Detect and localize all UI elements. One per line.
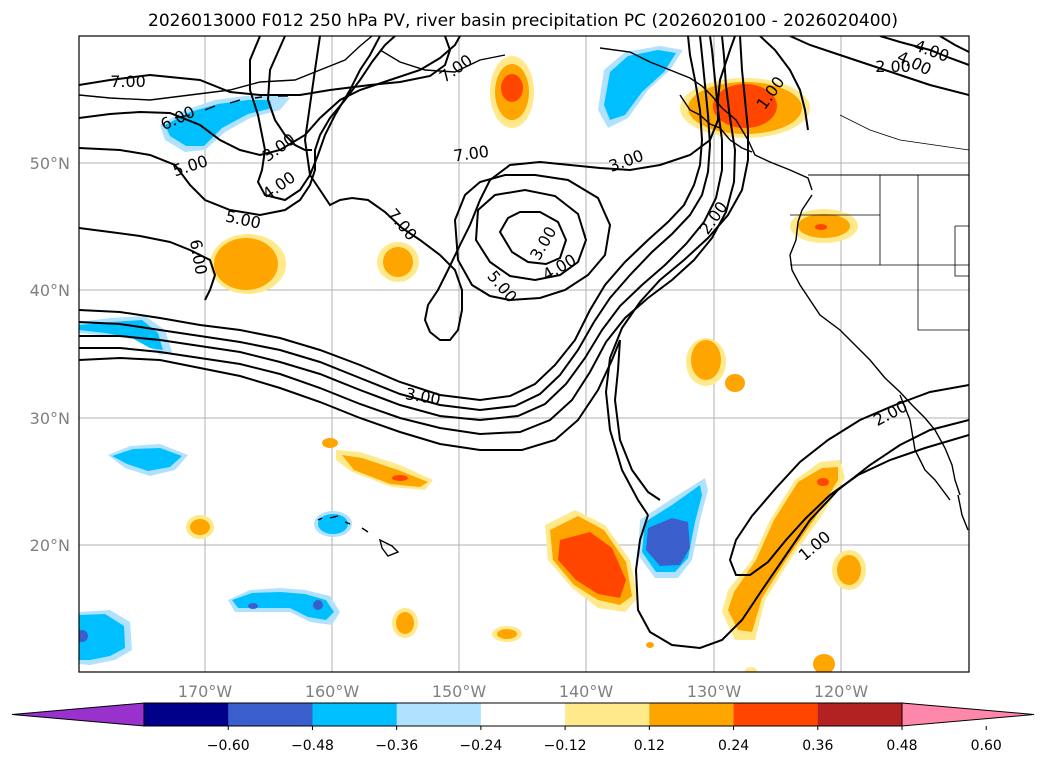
colorbar-tick-label: −0.24 — [459, 738, 502, 754]
lat-label-30n: 30°N — [30, 409, 70, 428]
contour-6-west — [79, 227, 217, 301]
precip-negative-aleutian — [160, 95, 290, 152]
contour-5-inner — [453, 174, 612, 302]
colorbar-segment — [649, 703, 735, 726]
map-panel: 7.00 6.00 5.00 3.00 4.00 6.00 7.00 7.00 … — [78, 35, 970, 673]
colorbar-segment — [565, 703, 650, 726]
lon-label-170w: 170°W — [178, 682, 233, 701]
contour-1-south — [728, 384, 969, 576]
precip-positive-oregon — [790, 209, 858, 243]
lat-labels: 50°N 40°N 30°N 20°N — [30, 154, 70, 555]
precip-negative-subtropical — [638, 478, 708, 578]
contour-5-north — [79, 36, 396, 217]
colorbar-ticks: −0.60 −0.48 −0.36 −0.24 −0.12 0.12 0.24 0.36 0.4… — [207, 726, 1002, 754]
contour-band-4 — [79, 36, 737, 436]
contour-2-south — [634, 419, 969, 650]
colorbar-tick-label: −0.48 — [291, 738, 334, 754]
colorbar-segment — [480, 703, 566, 726]
precip-negative-hawaii — [314, 511, 352, 537]
colorbar-tick-label: −0.60 — [207, 738, 250, 754]
colorbar-segment — [144, 703, 229, 726]
precip-positive-hawaii-n — [322, 438, 433, 490]
contour-band-2 — [79, 36, 712, 412]
west-mexico-coast — [957, 494, 969, 531]
colorbar-tick-label: 0.24 — [718, 738, 749, 754]
contour-band-3 — [79, 36, 723, 422]
contour-north-east — [759, 36, 969, 131]
colorbar-extend-max — [901, 702, 1035, 727]
contour-4-north — [249, 36, 381, 202]
pv-contours — [79, 36, 969, 650]
map-frame — [78, 35, 970, 673]
colorbar-tick-label: 0.36 — [802, 738, 833, 754]
contour-3-inner — [498, 211, 568, 266]
colorbar: −0.60 −0.48 −0.36 −0.24 −0.12 0.12 0.24 0.36 0.4… — [11, 702, 1035, 754]
lon-label-150w: 150°W — [432, 682, 487, 701]
coastlines — [79, 36, 969, 557]
precip-shading — [79, 46, 866, 672]
lon-label-160w: 160°W — [305, 682, 360, 701]
precip-positive-33n — [686, 338, 745, 392]
lon-label-130w: 130°W — [687, 682, 742, 701]
aleutian-islands — [174, 95, 288, 119]
colorbar-tick-label: −0.12 — [544, 738, 587, 754]
precip-negative-south — [228, 588, 340, 625]
contour-7-north — [79, 36, 452, 96]
colorbar-segment — [228, 703, 313, 726]
colorbar-outline — [143, 702, 903, 727]
baja-coast — [899, 394, 951, 501]
contour-label: 7.00 — [452, 142, 490, 166]
colorbar-tick-label: 0.60 — [971, 738, 1002, 754]
contour-2-band — [79, 339, 661, 501]
lon-label-120w: 120°W — [814, 682, 869, 701]
colorbar-segment — [733, 703, 819, 726]
alaska-coast — [79, 36, 961, 496]
colorbar-segment — [312, 703, 398, 726]
colorbar-tick-label: 0.12 — [634, 738, 665, 754]
lat-label-50n: 50°N — [30, 154, 70, 173]
us-states — [790, 114, 969, 331]
precip-positive-subtropical — [545, 510, 638, 612]
precip-negative-sw-corner — [79, 610, 132, 665]
contour-7-mid — [303, 36, 736, 341]
lon-labels: 170°W 160°W 150°W 140°W 130°W 120°W — [178, 682, 869, 701]
contour-4-inner — [474, 188, 588, 282]
lat-label-40n: 40°N — [30, 281, 70, 300]
colorbar-extend-min — [11, 702, 145, 727]
precip-positive-baja — [646, 460, 866, 672]
contour-label: 2.00 — [875, 57, 911, 76]
contour-label: 7.00 — [110, 72, 146, 91]
figure-title: 2026013000 F012 250 hPa PV, river basin … — [148, 11, 898, 31]
contour-3-band — [79, 36, 704, 402]
precip-positive-nw-pacific — [210, 234, 286, 294]
contour-3-north — [266, 36, 312, 151]
precip-negative-west-27n — [108, 444, 188, 476]
colorbar-segments — [11, 702, 1035, 727]
precip-positive-small-west — [186, 515, 522, 642]
colorbar-tick-label: −0.36 — [375, 738, 418, 754]
precip-positive-mid-pacific — [377, 242, 419, 282]
lon-label-140w: 140°W — [559, 682, 614, 701]
contour-2-main — [604, 36, 749, 516]
hawaiian-islands — [317, 515, 400, 557]
colorbar-segment — [817, 703, 903, 726]
lat-label-20n: 20°N — [30, 536, 70, 555]
colorbar-tick-label: 0.48 — [886, 738, 917, 754]
precip-positive-gulf — [490, 56, 534, 128]
colorbar-segment — [396, 703, 482, 726]
map-background — [79, 36, 969, 672]
